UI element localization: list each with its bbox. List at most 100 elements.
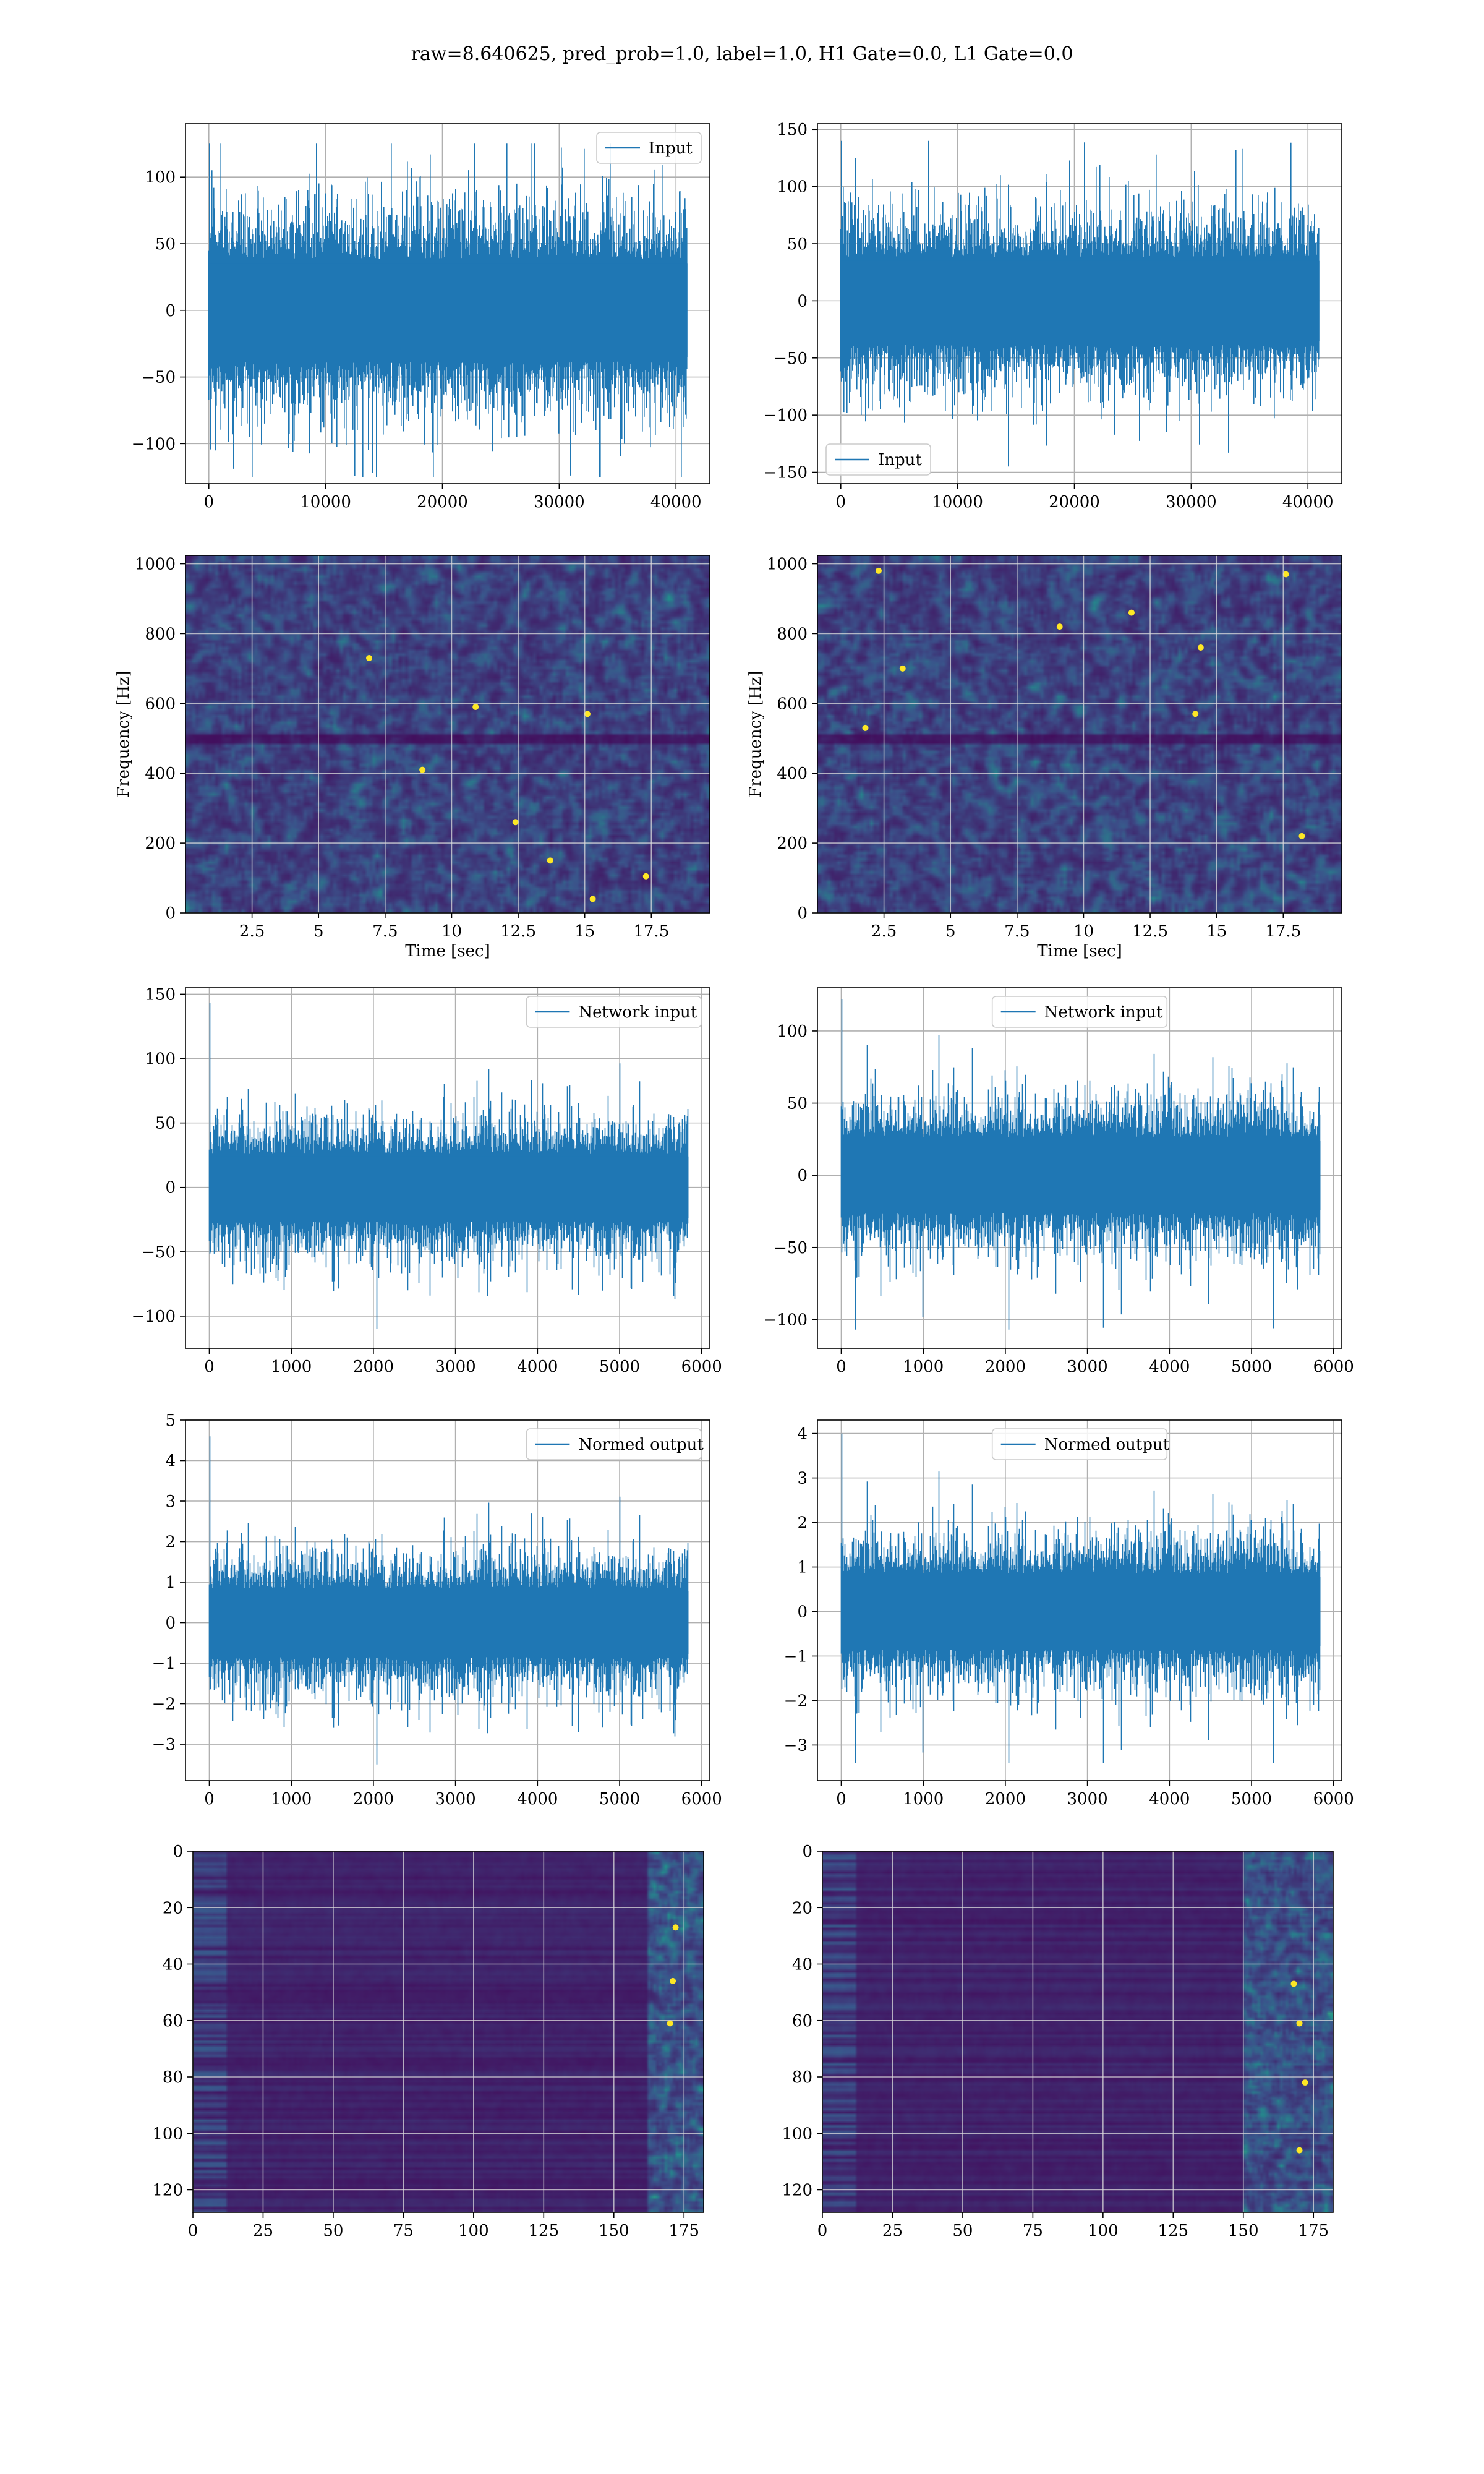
x-tick-label: 4000 [517,1358,558,1376]
y-tick-label: −100 [132,1308,176,1326]
y-tick-label: −50 [142,1243,176,1262]
bright-spot [667,2020,673,2027]
legend-box [526,1428,702,1460]
tick-labels: 0 1000 2000 3000 4000 5000 6000 −3 −2 −1 0 1 2 3 4 [784,1425,1354,1808]
subplot-normed-output-l1: 0 1000 2000 3000 4000 5000 6000 −3 −2 −1 0 1 2 3 4 Norm… [784,1419,1354,1808]
axes-frame [817,555,1342,914]
y-tick-label: 40 [792,1956,812,1974]
x-tick-label: 12.5 [500,922,536,941]
x-tick-label: 150 [1228,2222,1259,2240]
x-tick-label: 0 [204,1358,215,1376]
y-tick-label: 80 [163,2068,183,2087]
y-tick-label: 100 [777,178,808,197]
x-tick-label: 2000 [353,1790,394,1808]
y-tick-label: 100 [145,1050,176,1069]
legend: Normed output [526,1428,704,1460]
y-tick-label: 100 [152,2125,183,2143]
y-tick-label: 4 [797,1425,808,1444]
axes-frame [185,123,710,484]
subplot-feature-map-h1: 0 25 50 75 100 125 150 175 0 20 40 60 80 100 120 [152,1843,704,2240]
tick-labels: 0 10000 20000 30000 40000 −100 −50 0 50 100 [132,168,702,511]
x-tick-label: 125 [1158,2222,1188,2240]
legend-label: Normed output [578,1436,704,1454]
y-tick-label: −50 [774,349,808,368]
x-tick-label: 6000 [681,1790,722,1808]
y-tick-label: 0 [165,302,176,320]
x-tick-label: 3000 [435,1790,476,1808]
subplot-input-h1: 0 10000 20000 30000 40000 −100 −50 0 50 100 Input [132,123,710,511]
x-tick-label: 15 [1206,922,1227,941]
x-tick-label: 0 [188,2222,198,2240]
subplot-network-input-l1: 0 1000 2000 3000 4000 5000 6000 −100 −50 0 50 100 Ne… [764,987,1354,1376]
x-tick-label: 15 [574,922,595,941]
bright-spot [1197,644,1204,651]
y-tick-label: −1 [152,1654,176,1673]
bright-spot [366,654,373,661]
axes-frame [185,1419,710,1781]
subplot-network-input-h1: 0 1000 2000 3000 4000 5000 6000 −100 −50 0 50 100 15… [132,985,722,1376]
y-tick-label: 0 [797,1603,808,1621]
heatmap-image [186,555,710,913]
y-tick-label: 40 [163,1956,183,1974]
series-core [209,1591,689,1654]
bright-spot [672,1924,679,1931]
x-tick-label: 5000 [1231,1790,1272,1808]
x-tick-label: 40000 [1282,493,1334,511]
y-tick-label: 0 [165,1179,176,1197]
axes-frame [817,123,1342,484]
x-tick-label: 0 [203,493,214,511]
legend-box [825,443,931,476]
axes-frame [185,987,710,1349]
y-tick-label: −50 [774,1239,808,1257]
y-tick-label: −3 [784,1736,808,1755]
y-tick-label: 600 [145,695,176,713]
x-tick-label: 40000 [650,493,702,511]
x-tick-label: 2000 [985,1790,1026,1808]
heatmap-image [822,1851,1333,2212]
x-tick-label: 25 [882,2222,903,2240]
bright-spot [876,567,882,574]
y-tick-label: 5 [165,1411,176,1430]
x-axis-label: Time [sec] [1037,942,1122,961]
x-tick-label: 5000 [599,1790,640,1808]
legend-box [596,132,702,164]
x-tick-label: 0 [204,1790,215,1808]
x-axis-label: Time [sec] [405,942,490,961]
y-axis-label: Frequency [Hz] [746,670,765,798]
y-tick-label: 400 [777,764,808,783]
x-tick-label: 125 [528,2222,559,2240]
bright-spot [1290,1980,1297,1987]
x-tick-label: 20000 [1049,493,1100,511]
x-tick-label: 1000 [271,1790,312,1808]
bright-spot [1282,571,1289,578]
x-tick-label: 30000 [1166,493,1217,511]
series-core [841,1141,1321,1210]
x-tick-label: 4000 [1149,1790,1190,1808]
y-tick-label: −100 [764,1311,808,1329]
bright-spot [1192,711,1199,717]
bright-spot [547,857,553,864]
heatmap-image [193,1851,704,2212]
x-tick-label: 7.5 [372,922,398,941]
y-tick-label: 150 [777,121,808,139]
x-tick-label: 20000 [417,493,468,511]
y-tick-label: 800 [777,625,808,643]
y-tick-label: 120 [152,2181,183,2200]
y-tick-label: 1 [797,1559,808,1577]
y-tick-label: −1 [784,1647,808,1666]
y-tick-label: 0 [797,1166,808,1185]
x-tick-label: 2.5 [239,922,265,941]
legend-box [991,1428,1168,1460]
x-tick-label: 10000 [932,493,983,511]
y-tick-label: 0 [165,904,176,923]
y-tick-label: 0 [802,1843,812,1861]
x-tick-label: 10 [1073,922,1094,941]
subplot-spec-h1: 2.5 5 7.5 10 12.5 15 17.5 0 200 400 600 800 1000 Time… [114,555,710,961]
bright-spot [899,665,906,672]
bright-spot [1296,2020,1303,2027]
y-tick-label: 600 [777,695,808,713]
bright-spot [1296,2147,1303,2154]
bright-spot [1056,623,1063,630]
x-tick-label: 2.5 [871,922,897,941]
